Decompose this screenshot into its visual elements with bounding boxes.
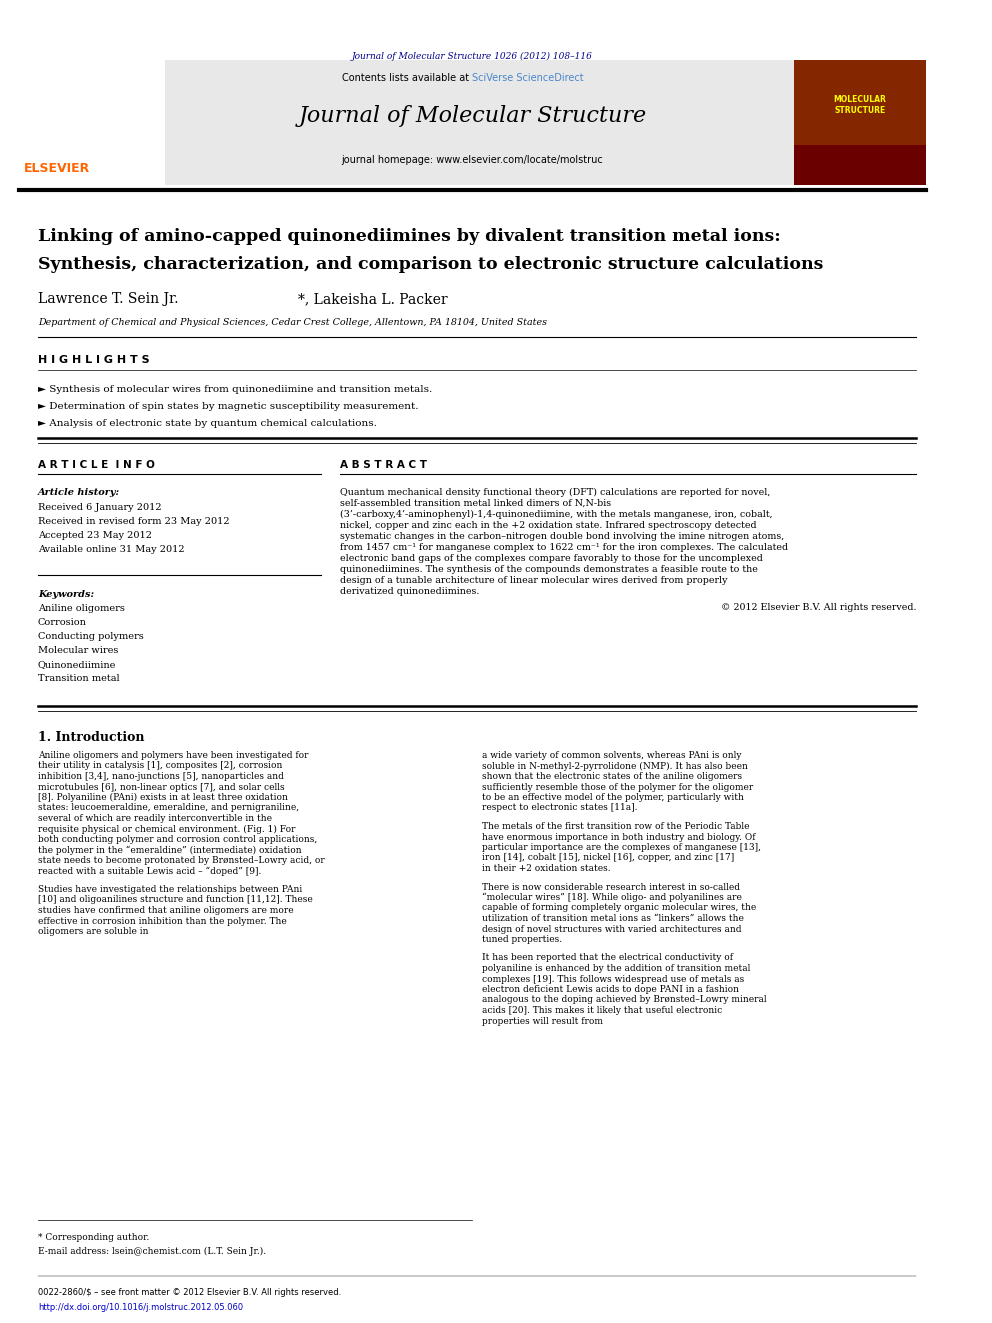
Text: Department of Chemical and Physical Sciences, Cedar Crest College, Allentown, PA: Department of Chemical and Physical Scie… <box>38 318 547 327</box>
Text: iron [14], cobalt [15], nickel [16], copper, and zinc [17]: iron [14], cobalt [15], nickel [16], cop… <box>482 853 734 863</box>
Text: quinonediimines. The synthesis of the compounds demonstrates a feasible route to: quinonediimines. The synthesis of the co… <box>340 565 758 574</box>
Text: 1. Introduction: 1. Introduction <box>38 732 144 744</box>
Text: ► Determination of spin states by magnetic susceptibility measurement.: ► Determination of spin states by magnet… <box>38 402 419 411</box>
Text: Journal of Molecular Structure: Journal of Molecular Structure <box>299 105 647 127</box>
Text: [8]. Polyaniline (PAni) exists in at least three oxidation: [8]. Polyaniline (PAni) exists in at lea… <box>38 792 288 802</box>
Text: in their +2 oxidation states.: in their +2 oxidation states. <box>482 864 610 873</box>
Text: have enormous importance in both industry and biology. Of: have enormous importance in both industr… <box>482 832 755 841</box>
Text: [10] and oligoanilines structure and function [11,12]. These: [10] and oligoanilines structure and fun… <box>38 896 312 905</box>
Text: to be an effective model of the polymer, particularly with: to be an effective model of the polymer,… <box>482 792 744 802</box>
Text: Studies have investigated the relationships between PAni: Studies have investigated the relationsh… <box>38 885 302 894</box>
Text: Keywords:: Keywords: <box>38 590 94 599</box>
Text: A R T I C L E  I N F O: A R T I C L E I N F O <box>38 460 155 470</box>
Text: Linking of amino-capped quinonediimines by divalent transition metal ions:: Linking of amino-capped quinonediimines … <box>38 228 781 245</box>
Text: Corrosion: Corrosion <box>38 618 86 627</box>
Text: from 1457 cm⁻¹ for manganese complex to 1622 cm⁻¹ for the iron complexes. The ca: from 1457 cm⁻¹ for manganese complex to … <box>340 542 789 552</box>
Text: “molecular wires” [18]. While oligo- and polyanilines are: “molecular wires” [18]. While oligo- and… <box>482 893 742 902</box>
Text: ► Analysis of electronic state by quantum chemical calculations.: ► Analysis of electronic state by quantu… <box>38 419 377 429</box>
Text: Quinonediimine: Quinonediimine <box>38 660 116 669</box>
Text: Transition metal: Transition metal <box>38 673 119 683</box>
Text: Journal of Molecular Structure 1026 (2012) 108–116: Journal of Molecular Structure 1026 (201… <box>352 52 593 61</box>
Text: both conducting polymer and corrosion control applications,: both conducting polymer and corrosion co… <box>38 835 317 844</box>
Text: design of a tunable architecture of linear molecular wires derived from properly: design of a tunable architecture of line… <box>340 576 727 585</box>
Text: ELSEVIER: ELSEVIER <box>24 161 90 175</box>
Text: utilization of transition metal ions as “linkers” allows the: utilization of transition metal ions as … <box>482 914 744 923</box>
Text: Synthesis, characterization, and comparison to electronic structure calculations: Synthesis, characterization, and compari… <box>38 255 823 273</box>
Bar <box>794 60 926 146</box>
Text: Lawrence T. Sein Jr.: Lawrence T. Sein Jr. <box>38 292 179 306</box>
Text: capable of forming completely organic molecular wires, the: capable of forming completely organic mo… <box>482 904 756 913</box>
Text: design of novel structures with varied architectures and: design of novel structures with varied a… <box>482 925 741 934</box>
Text: Article history:: Article history: <box>38 488 120 497</box>
Text: oligomers are soluble in: oligomers are soluble in <box>38 927 148 935</box>
Text: self-assembled transition metal linked dimers of N,N-bis: self-assembled transition metal linked d… <box>340 499 611 508</box>
Text: properties will result from: properties will result from <box>482 1016 603 1025</box>
Text: microtubules [6], non-linear optics [7], and solar cells: microtubules [6], non-linear optics [7],… <box>38 782 285 791</box>
Text: state needs to become protonated by Brønsted–Lowry acid, or: state needs to become protonated by Brøn… <box>38 856 324 865</box>
Text: several of which are readily interconvertible in the: several of which are readily interconver… <box>38 814 272 823</box>
Text: shown that the electronic states of the aniline oligomers: shown that the electronic states of the … <box>482 773 742 781</box>
Text: studies have confirmed that aniline oligomers are more: studies have confirmed that aniline olig… <box>38 906 294 916</box>
Text: Aniline oligomers and polymers have been investigated for: Aniline oligomers and polymers have been… <box>38 751 309 759</box>
Text: 0022-2860/$ – see front matter © 2012 Elsevier B.V. All rights reserved.: 0022-2860/$ – see front matter © 2012 El… <box>38 1289 341 1297</box>
Text: soluble in N-methyl-2-pyrrolidone (NMP). It has also been: soluble in N-methyl-2-pyrrolidone (NMP).… <box>482 762 748 770</box>
Text: MOLECULAR
STRUCTURE: MOLECULAR STRUCTURE <box>833 95 886 115</box>
Text: Aniline oligomers: Aniline oligomers <box>38 605 125 613</box>
Text: Available online 31 May 2012: Available online 31 May 2012 <box>38 545 185 554</box>
Text: Molecular wires: Molecular wires <box>38 646 118 655</box>
Text: A B S T R A C T: A B S T R A C T <box>340 460 428 470</box>
Text: electronic band gaps of the complexes compare favorably to those for the uncompl: electronic band gaps of the complexes co… <box>340 554 763 564</box>
Text: Contents lists available at: Contents lists available at <box>342 73 472 83</box>
Text: Accepted 23 May 2012: Accepted 23 May 2012 <box>38 531 152 540</box>
Text: acids [20]. This makes it likely that useful electronic: acids [20]. This makes it likely that us… <box>482 1005 722 1015</box>
Text: inhibition [3,4], nano-junctions [5], nanoparticles and: inhibition [3,4], nano-junctions [5], na… <box>38 773 284 781</box>
Text: ► Synthesis of molecular wires from quinonediimine and transition metals.: ► Synthesis of molecular wires from quin… <box>38 385 433 394</box>
Text: their utility in catalysis [1], composites [2], corrosion: their utility in catalysis [1], composit… <box>38 762 282 770</box>
Text: The metals of the first transition row of the Periodic Table: The metals of the first transition row o… <box>482 822 749 831</box>
Bar <box>19 60 926 185</box>
Text: Quantum mechanical density functional theory (DFT) calculations are reported for: Quantum mechanical density functional th… <box>340 488 771 497</box>
Text: SciVerse ScienceDirect: SciVerse ScienceDirect <box>472 73 584 83</box>
Text: Received in revised form 23 May 2012: Received in revised form 23 May 2012 <box>38 517 229 527</box>
Text: nickel, copper and zinc each in the +2 oxidation state. Infrared spectroscopy de: nickel, copper and zinc each in the +2 o… <box>340 521 757 531</box>
Text: systematic changes in the carbon–nitrogen double bond involving the imine nitrog: systematic changes in the carbon–nitroge… <box>340 532 785 541</box>
Text: Conducting polymers: Conducting polymers <box>38 632 144 642</box>
Text: reacted with a suitable Lewis acid – “doped” [9].: reacted with a suitable Lewis acid – “do… <box>38 867 261 876</box>
Text: polyaniline is enhanced by the addition of transition metal: polyaniline is enhanced by the addition … <box>482 964 750 972</box>
Text: complexes [19]. This follows widespread use of metals as: complexes [19]. This follows widespread … <box>482 975 744 983</box>
Text: H I G H L I G H T S: H I G H L I G H T S <box>38 355 150 365</box>
Text: particular importance are the complexes of manganese [13],: particular importance are the complexes … <box>482 843 761 852</box>
Text: http://dx.doi.org/10.1016/j.molstruc.2012.05.060: http://dx.doi.org/10.1016/j.molstruc.201… <box>38 1303 243 1312</box>
Text: effective in corrosion inhibition than the polymer. The: effective in corrosion inhibition than t… <box>38 917 287 926</box>
Bar <box>19 60 166 185</box>
Text: tuned properties.: tuned properties. <box>482 935 561 945</box>
Text: sufficiently resemble those of the polymer for the oligomer: sufficiently resemble those of the polym… <box>482 782 753 791</box>
Text: analogous to the doping achieved by Brønsted–Lowry mineral: analogous to the doping achieved by Brøn… <box>482 995 767 1004</box>
Bar <box>794 60 926 185</box>
Text: (3’-carboxy,4’-aminophenyl)-1,4-quinonediimine, with the metals manganese, iron,: (3’-carboxy,4’-aminophenyl)-1,4-quinoned… <box>340 509 773 519</box>
Text: It has been reported that the electrical conductivity of: It has been reported that the electrical… <box>482 954 733 963</box>
Text: Received 6 January 2012: Received 6 January 2012 <box>38 503 162 512</box>
Text: © 2012 Elsevier B.V. All rights reserved.: © 2012 Elsevier B.V. All rights reserved… <box>721 603 917 613</box>
Text: journal homepage: www.elsevier.com/locate/molstruc: journal homepage: www.elsevier.com/locat… <box>341 155 603 165</box>
Text: the polymer in the “emeraldine” (intermediate) oxidation: the polymer in the “emeraldine” (interme… <box>38 845 302 855</box>
Text: *, Lakeisha L. Packer: *, Lakeisha L. Packer <box>298 292 447 306</box>
Text: E-mail address: lsein@chemist.com (L.T. Sein Jr.).: E-mail address: lsein@chemist.com (L.T. … <box>38 1248 266 1256</box>
Text: respect to electronic states [11a].: respect to electronic states [11a]. <box>482 803 637 812</box>
Text: a wide variety of common solvents, whereas PAni is only: a wide variety of common solvents, where… <box>482 751 741 759</box>
Text: electron deficient Lewis acids to dope PANI in a fashion: electron deficient Lewis acids to dope P… <box>482 986 739 994</box>
Text: states: leucoemeraldine, emeraldine, and pernigraniline,: states: leucoemeraldine, emeraldine, and… <box>38 803 299 812</box>
Text: requisite physical or chemical environment. (Fig. 1) For: requisite physical or chemical environme… <box>38 824 296 833</box>
Text: derivatized quinonediimines.: derivatized quinonediimines. <box>340 587 479 595</box>
Text: There is now considerable research interest in so-called: There is now considerable research inter… <box>482 882 740 892</box>
Text: * Corresponding author.: * Corresponding author. <box>38 1233 149 1242</box>
